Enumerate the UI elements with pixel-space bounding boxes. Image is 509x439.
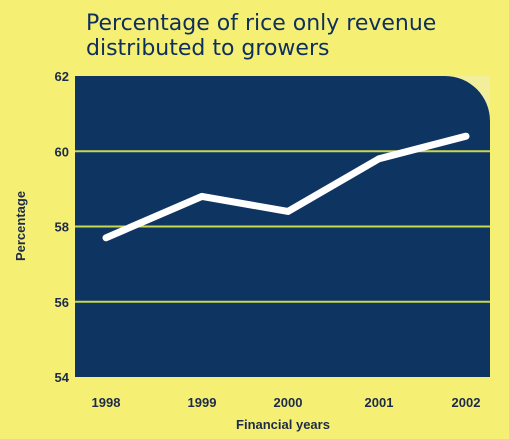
y-tick-labels: 54 56 58 60 62 — [55, 69, 70, 385]
x-axis-label: Financial years — [236, 417, 330, 432]
y-tick-label: 56 — [55, 295, 69, 310]
y-axis-label: Percentage — [13, 191, 28, 261]
x-tick-label: 2001 — [365, 395, 394, 410]
y-tick-label: 58 — [55, 220, 69, 235]
x-tick-labels: 1998 1999 2000 2001 2002 — [92, 395, 481, 410]
series-lines — [102, 132, 470, 242]
y-tick-label: 62 — [55, 69, 69, 84]
series-line — [102, 132, 470, 242]
y-tick-label: 54 — [55, 370, 70, 385]
y-tick-label: 60 — [55, 144, 69, 159]
chart-title-line-1: Percentage of rice only revenue — [86, 11, 436, 36]
x-tick-label: 2000 — [274, 395, 303, 410]
x-tick-label: 1999 — [188, 395, 217, 410]
chart-title-line-2: distributed to growers — [86, 36, 329, 61]
x-tick-label: 2002 — [452, 395, 481, 410]
x-tick-label: 1998 — [92, 395, 121, 410]
